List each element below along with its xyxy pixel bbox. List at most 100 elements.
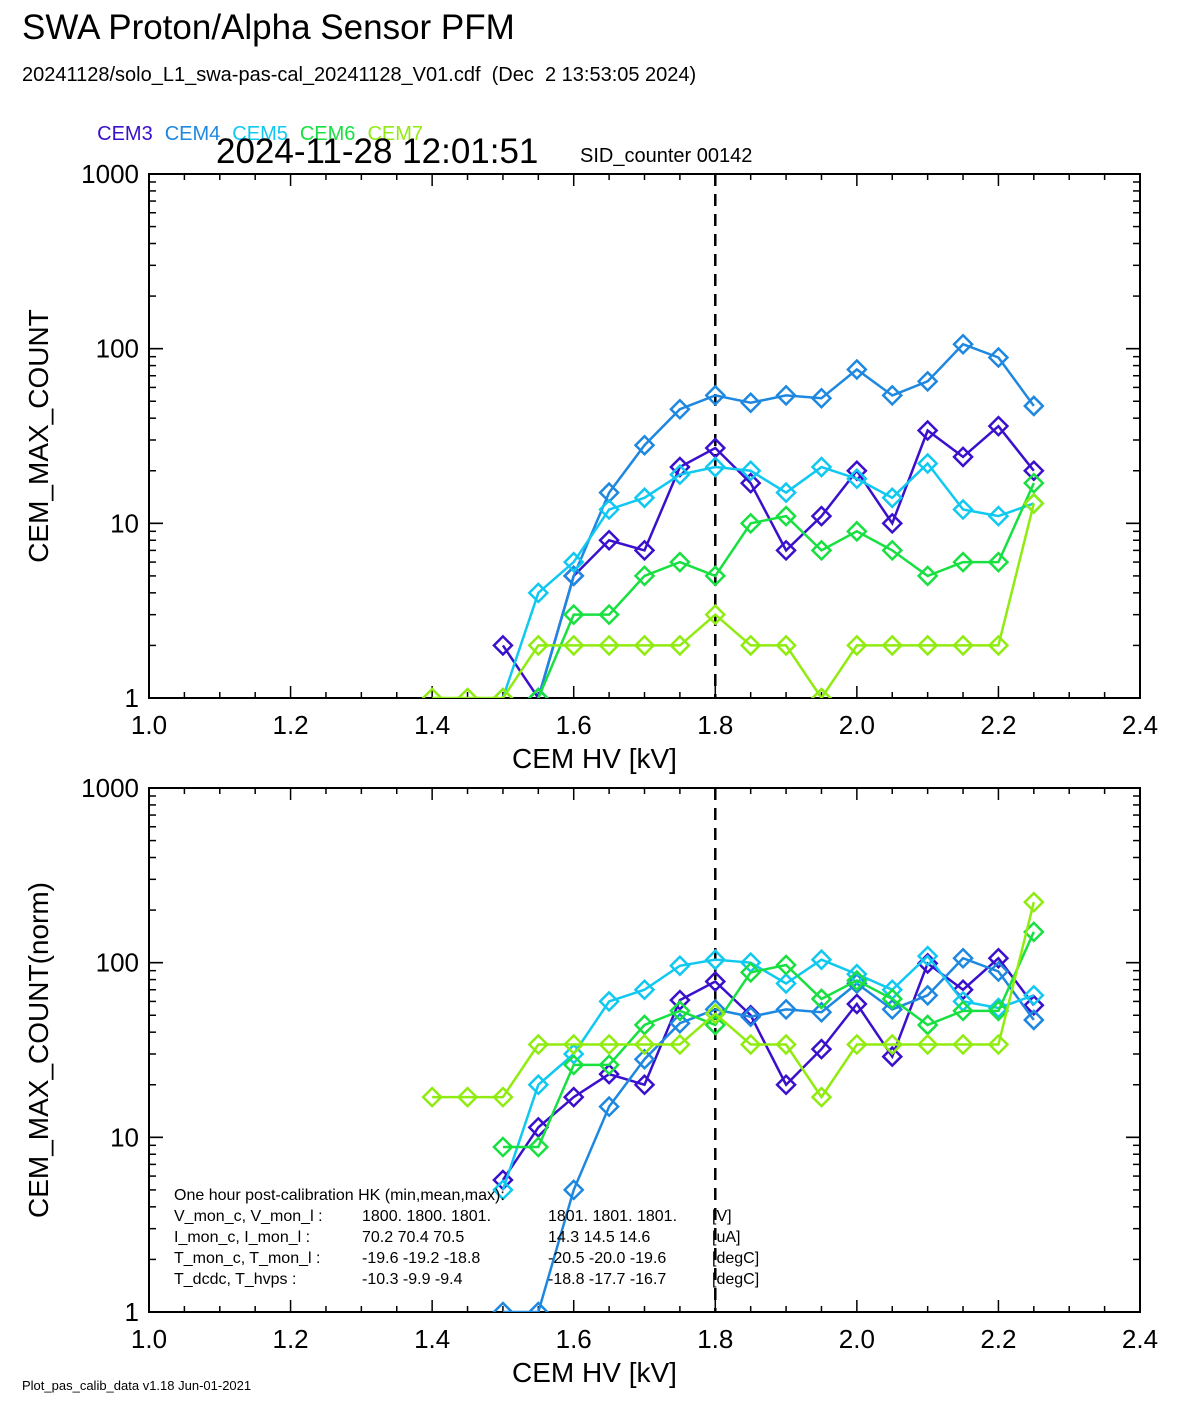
panel1-data-point-cem3 [633,539,656,562]
panel2-x-tick-label: 2.2 [980,1324,1016,1354]
panel2-data-point-cem5 [846,963,868,985]
file-subtitle: 20241128/solo_L1_swa-pas-cal_20241128_V0… [22,64,697,86]
panel2-data-point-cem5 [598,990,620,1013]
hk-row-unit: [degC] [712,1250,759,1267]
panel2-data-point-cem4 [704,998,727,1021]
panel2-data-point-cem7 [810,1086,833,1108]
hk-heading: One hour post-calibration HK (min,mean,m… [174,1187,505,1204]
panel1-data-point-cem6 [598,603,620,626]
panel2-y-tick-label: 1000 [81,773,139,803]
panel2-series-line-cem6 [502,931,1035,1149]
panel2-data-point-cem4 [598,1095,620,1118]
panel1-data-point-cem5 [987,505,1010,527]
panel2-data-point-cem7 [846,1033,868,1056]
panel1-data-point-cem7 [1023,492,1045,515]
panel2-x-axis-label: CEM HV [kV] [512,1357,677,1388]
panel1-data-point-cem6 [810,539,833,562]
timestamp: 2024-11-28 12:01:51 [216,132,539,171]
panel1-data-point-cem4 [775,384,797,407]
panel2-data-point-cem6 [527,1136,550,1158]
panel2-data-point-cem7 [916,1033,939,1056]
legend-entry-cem3: CEM3 [97,123,153,145]
hk-row-values-a: -10.3 -9.9 -9.4 [362,1271,463,1288]
panel1-series-line-cem3 [501,424,1035,698]
panel1-data-point-cem3 [916,419,939,442]
panel2-data-point-cem7 [704,1002,727,1025]
panel1-data-point-cem6 [1023,472,1045,494]
panel1-data-point-cem6 [775,505,797,527]
panel2-data-point-cem7 [562,1033,585,1056]
panel1-data-point-cem3 [598,529,620,552]
panel2-data-point-cem3 [598,1063,620,1085]
panel1-data-point-cem4 [881,384,904,407]
panel2-data-point-cem3 [846,993,868,1015]
panel2-y-tick-label: 100 [96,948,139,978]
hk-row-label: T_dcdc, T_hvps : [174,1271,296,1288]
panel1-data-point-cem6 [881,539,904,562]
panel1-data-point-cem7 [669,634,691,657]
panel1-data-point-cem4 [1023,395,1045,417]
panel2-x-tick-label: 1.8 [697,1324,733,1354]
panel1-data-point-cem3 [881,512,904,535]
panel2-data-point-cem4 [916,984,939,1007]
panel1-data-point-cem6 [739,512,762,535]
panel2-y-tick-label: 10 [110,1122,139,1152]
panel1-data-point-cem5 [846,467,868,490]
panel2-x-tick-label: 1.0 [131,1324,167,1354]
panel2-y-tick-label: 1 [125,1297,139,1327]
panel1-data-point-cem4 [704,384,727,407]
panel1-data-point-cem7 [421,687,443,698]
panel2-y-axis-label: CEM_MAX_COUNT(norm) [23,882,54,1218]
panel1-data-point-cem6 [527,687,550,698]
panel2-data-point-cem6 [881,988,904,1010]
panel1-data-point-cem7 [704,603,727,626]
hk-row-label: I_mon_c, I_mon_l : [174,1229,310,1246]
panel2-data-point-cem4 [633,1048,656,1070]
panel2-data-point-cem4 [846,972,868,995]
panel1-data-point-cem3 [775,539,797,562]
panel2-data-point-cem4 [775,998,797,1021]
panel1-data-point-cem7 [987,634,1010,657]
panel1-series-line-cem5 [501,461,1035,698]
hk-row-values-a: -19.6 -19.2 -18.8 [362,1250,480,1267]
panel1-data-point-cem4 [633,434,656,456]
legend-entry-cem5: CEM5 [232,123,288,145]
panel1-data-point-cem5 [527,582,550,604]
panel2-data-point-cem7 [527,1033,550,1056]
legend-entry-cem6: CEM6 [299,123,356,145]
panel1-data-point-cem5 [916,452,939,475]
panel1-data-point-cem5 [739,459,762,482]
hk-row-values-b: -18.8 -17.7 -16.7 [548,1271,666,1288]
panel2-series-line-cem7 [432,901,1036,1100]
panel2-data-point-cem3 [669,989,691,1011]
panel1-data-point-cem7 [456,687,479,698]
hk-row-values-b: 1801. 1801. 1801. [548,1208,677,1225]
panel1-x-tick-label: 1.8 [697,710,733,740]
panel1-series-line-cem7 [432,503,1036,698]
panel1-data-point-cem5 [810,456,833,478]
panel2-x-tick-label: 1.2 [272,1324,308,1354]
panel1-data-point-cem7 [916,634,939,657]
panel1-data-point-cem4 [810,387,833,410]
panel2-data-point-cem4 [527,1301,550,1312]
panel1-x-axis-label: CEM HV [kV] [512,743,677,774]
hk-row-unit: [degC] [712,1271,759,1288]
panel1-data-point-cem7 [562,634,585,657]
panel2-data-point-cem4 [739,1006,762,1028]
panel2-data-point-cem3 [987,947,1010,970]
panel2-data-point-cem6 [704,1014,727,1036]
panel2-data-point-cem4 [1023,1009,1045,1031]
panel2-data-point-cem6 [669,1000,691,1022]
panel2-data-point-cem3 [704,970,727,993]
legend: CEM3 CEM4 CEM5 CEM6 CEM7 [86,100,435,146]
hk-row-label: T_mon_c, T_mon_l : [174,1250,320,1267]
panel1-y-axis-label: CEM_MAX_COUNT [23,309,54,563]
hk-row-values-a: 1800. 1800. 1801. [362,1208,491,1225]
panel1-x-tick-label: 1.2 [272,710,308,740]
panel2-data-point-cem7 [492,1086,514,1108]
panel2-data-point-cem3 [633,1073,656,1096]
panel1-data-point-cem3 [739,472,762,494]
panel1-data-point-cem5 [598,498,620,521]
panel1-x-tick-label: 1.4 [414,710,450,740]
panel2-data-point-cem3 [810,1038,833,1060]
